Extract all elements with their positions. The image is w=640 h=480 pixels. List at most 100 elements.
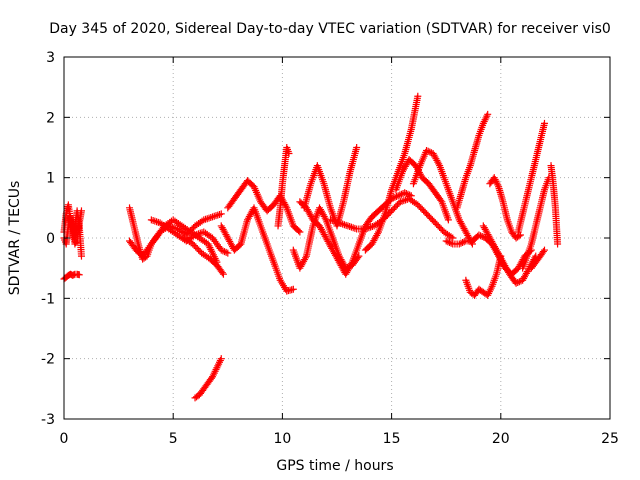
x-tick-label: 20 bbox=[492, 431, 510, 447]
data-point bbox=[539, 248, 547, 256]
data-point bbox=[423, 147, 431, 155]
data-point bbox=[224, 249, 232, 257]
x-tick-label: 15 bbox=[383, 431, 401, 447]
grid-layer bbox=[64, 57, 610, 419]
data-point bbox=[214, 211, 222, 219]
data-point bbox=[340, 221, 348, 229]
data-point bbox=[512, 279, 520, 287]
data-point bbox=[77, 252, 85, 260]
data-point bbox=[205, 214, 213, 222]
data-point bbox=[401, 189, 409, 197]
data-point bbox=[217, 246, 225, 254]
data-point bbox=[477, 232, 485, 240]
data-point bbox=[478, 232, 486, 240]
tick-layer: 0 5 10 15 20 25 -3 -2 -1 0 1 2 3 bbox=[41, 50, 619, 447]
data-series-arc26 bbox=[527, 246, 548, 272]
y-tick-label: -3 bbox=[41, 412, 55, 428]
data-point bbox=[216, 210, 224, 218]
data-point bbox=[210, 212, 218, 220]
data-point bbox=[346, 223, 354, 231]
data-point bbox=[349, 224, 357, 232]
data-series-arc24 bbox=[514, 119, 548, 236]
data-point bbox=[151, 217, 159, 225]
data-series-arc15 bbox=[326, 195, 457, 242]
y-tick-label: 3 bbox=[46, 50, 55, 66]
data-point bbox=[296, 228, 304, 236]
data-point bbox=[459, 239, 467, 247]
data-point bbox=[347, 223, 355, 231]
data-point bbox=[221, 248, 229, 256]
data-point bbox=[554, 240, 562, 248]
chart-title: Day 345 of 2020, Sidereal Day-to-day VTE… bbox=[49, 21, 611, 37]
data-point bbox=[444, 216, 452, 224]
data-point bbox=[414, 92, 422, 100]
data-point bbox=[72, 239, 80, 247]
data-series-arc3 bbox=[60, 207, 85, 248]
data-point bbox=[396, 191, 404, 199]
data-series-arc22 bbox=[479, 222, 540, 287]
data-point bbox=[540, 119, 548, 127]
data-layer bbox=[60, 92, 562, 402]
y-tick-label: 1 bbox=[46, 171, 55, 187]
data-point bbox=[457, 239, 465, 247]
data-point bbox=[321, 214, 329, 222]
data-series-arc14 bbox=[296, 189, 415, 278]
data-point bbox=[397, 190, 405, 198]
data-point bbox=[484, 110, 492, 118]
data-point bbox=[393, 193, 401, 201]
data-point bbox=[435, 160, 443, 168]
y-tick-label: -1 bbox=[41, 291, 55, 307]
data-point bbox=[353, 144, 361, 151]
data-series-arc8 bbox=[191, 355, 225, 402]
data-point bbox=[301, 254, 309, 262]
data-point bbox=[218, 269, 226, 277]
data-point bbox=[75, 271, 83, 279]
data-series-arc20 bbox=[453, 110, 492, 212]
data-point bbox=[222, 248, 230, 256]
x-tick-label: 25 bbox=[601, 431, 619, 447]
data-series-arc7 bbox=[180, 234, 227, 278]
x-axis-label: GPS time / hours bbox=[276, 458, 393, 474]
data-point bbox=[455, 240, 463, 248]
data-point bbox=[394, 192, 402, 200]
data-point bbox=[514, 278, 522, 286]
data-point bbox=[449, 234, 457, 242]
data-point bbox=[212, 212, 220, 220]
data-point bbox=[209, 213, 217, 221]
data-series-arc9 bbox=[224, 177, 304, 236]
data-point bbox=[219, 247, 227, 255]
data-series-arc21 bbox=[462, 252, 505, 299]
data-point bbox=[77, 207, 85, 215]
data-point bbox=[460, 238, 468, 246]
data-point bbox=[217, 355, 225, 363]
data-point bbox=[217, 210, 225, 218]
data-point bbox=[147, 216, 155, 224]
data-point bbox=[447, 239, 455, 247]
data-point bbox=[475, 231, 483, 239]
data-point bbox=[347, 260, 355, 268]
data-point bbox=[207, 213, 215, 221]
data-point bbox=[424, 147, 432, 155]
x-tick-label: 10 bbox=[273, 431, 291, 447]
data-series-arc11 bbox=[274, 144, 293, 230]
data-series-arc10 bbox=[217, 204, 297, 295]
x-tick-label: 0 bbox=[60, 431, 69, 447]
data-point bbox=[219, 270, 227, 278]
y-tick-label: 2 bbox=[46, 110, 55, 126]
y-axis-label: SDTVAR / TECUs bbox=[7, 181, 23, 296]
data-point bbox=[374, 230, 382, 238]
y-tick-label: 0 bbox=[46, 231, 55, 247]
data-point bbox=[289, 285, 297, 293]
data-series-arc27 bbox=[547, 162, 562, 248]
data-point bbox=[540, 246, 548, 254]
data-point bbox=[437, 196, 445, 204]
data-point bbox=[402, 190, 410, 198]
data-series-arc25 bbox=[519, 174, 553, 272]
y-tick-label: -2 bbox=[41, 352, 55, 368]
data-series-arc18 bbox=[409, 147, 476, 248]
x-tick-label: 5 bbox=[169, 431, 178, 447]
data-point bbox=[285, 150, 293, 158]
data-point bbox=[295, 227, 303, 235]
data-point bbox=[444, 238, 452, 246]
